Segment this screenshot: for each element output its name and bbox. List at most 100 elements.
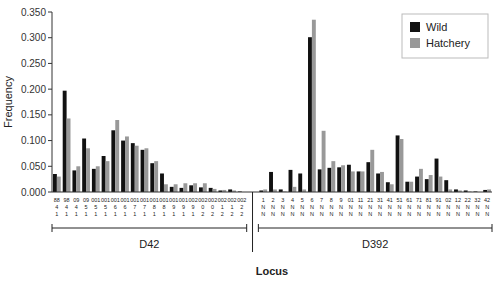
x-tick-label-row: 51 bbox=[396, 197, 402, 203]
x-tick-label: 7NN bbox=[320, 197, 324, 217]
bar bbox=[289, 170, 293, 192]
x-tick-label-row: 002 bbox=[218, 197, 227, 203]
bar bbox=[96, 166, 100, 192]
x-tick-label-row: 1 bbox=[104, 211, 107, 217]
x-tick-label: 81NN bbox=[426, 197, 432, 217]
x-tick-label-row: 002 bbox=[227, 197, 236, 203]
y-tick bbox=[48, 166, 52, 167]
x-tick-label-row: 2 bbox=[231, 211, 234, 217]
x-tick-label-row: 8 bbox=[330, 197, 333, 203]
x-tick-label-row: 1 bbox=[75, 211, 78, 217]
x-tick-label-row: 001 bbox=[150, 197, 159, 203]
x-tick-label-row: 2 bbox=[201, 211, 204, 217]
x-tick-label-row: N bbox=[261, 211, 265, 217]
x-tick-label-row: 1 bbox=[114, 211, 117, 217]
y-axis-label: Frequency bbox=[2, 76, 14, 128]
group-label: D42 bbox=[139, 238, 159, 250]
x-tick-label: 8NN bbox=[329, 197, 333, 217]
x-axis bbox=[52, 192, 492, 193]
bar bbox=[125, 136, 129, 192]
x-tick-label-row: 2 bbox=[211, 211, 214, 217]
bar bbox=[209, 188, 213, 192]
x-tick-label-row: 001 bbox=[179, 197, 188, 203]
x-tick-label: 00291 bbox=[189, 197, 198, 217]
x-tick-label-row: N bbox=[339, 211, 343, 217]
bar bbox=[361, 171, 365, 192]
bar bbox=[160, 173, 164, 192]
bar bbox=[341, 165, 345, 192]
x-tick-label-row: 42 bbox=[484, 197, 490, 203]
x-tick-label: 5NN bbox=[300, 197, 304, 217]
x-tick-label-row: N bbox=[368, 211, 372, 217]
bar bbox=[347, 165, 351, 192]
x-tick-label: 12NN bbox=[455, 197, 461, 217]
bar bbox=[144, 148, 148, 192]
x-tick-label: 11NN bbox=[358, 197, 364, 217]
x-tick-label-row: N bbox=[271, 211, 275, 217]
x-tick-label-row: 31 bbox=[377, 197, 383, 203]
x-tick-label-row: 7 bbox=[320, 197, 323, 203]
x-tick-label-row: N bbox=[349, 204, 353, 210]
x-tick-label-row: N bbox=[300, 211, 304, 217]
bar bbox=[92, 169, 96, 192]
bar bbox=[183, 183, 187, 192]
x-tick-label-row: N bbox=[485, 204, 489, 210]
x-tick-label: 22NN bbox=[465, 197, 471, 217]
bar bbox=[57, 177, 61, 192]
x-tick-label-row: 002 bbox=[237, 197, 246, 203]
x-tick-label-row: 22 bbox=[465, 197, 471, 203]
x-tick-label-row: 91 bbox=[435, 197, 441, 203]
x-tick-label-row: N bbox=[388, 204, 392, 210]
bar bbox=[425, 179, 429, 192]
x-tick-label-row: 001 bbox=[91, 197, 100, 203]
bar bbox=[337, 167, 341, 192]
x-tick-label: 0941 bbox=[73, 197, 79, 217]
bar bbox=[312, 20, 316, 192]
bar bbox=[269, 172, 273, 192]
x-tick-label-row: 5 bbox=[85, 204, 88, 210]
y-tick-label: 0.250 bbox=[21, 58, 46, 69]
x-tick-label-row: 1 bbox=[143, 211, 146, 217]
x-tick-label-row: 002 bbox=[198, 197, 207, 203]
x-tick-label-row: 4 bbox=[291, 197, 294, 203]
x-tick-label-row: N bbox=[407, 204, 411, 210]
bar bbox=[400, 139, 404, 192]
x-tick-label-row: 1 bbox=[123, 211, 126, 217]
bar bbox=[405, 182, 409, 192]
y-tick bbox=[48, 114, 52, 115]
x-tick-label: 32NN bbox=[474, 197, 480, 217]
bar bbox=[150, 163, 154, 192]
bar bbox=[331, 161, 335, 192]
x-tick-label: 2NN bbox=[271, 197, 275, 217]
x-tick-label: 00171 bbox=[140, 197, 149, 217]
x-tick-label-row: N bbox=[349, 211, 353, 217]
x-tick-label-row: 0 bbox=[201, 204, 204, 210]
group-bracket-end bbox=[258, 224, 259, 232]
x-tick-label-row: N bbox=[485, 211, 489, 217]
x-tick-label-row: N bbox=[456, 211, 460, 217]
y-tick-label: 0.150 bbox=[21, 109, 46, 120]
x-tick-label-row: 41 bbox=[387, 197, 393, 203]
bar bbox=[322, 131, 326, 192]
x-tick-label-row: 5 bbox=[301, 197, 304, 203]
x-tick-label: 00181 bbox=[150, 197, 159, 217]
bar bbox=[380, 172, 384, 192]
x-tick-label-row: 002 bbox=[189, 197, 198, 203]
bar bbox=[327, 168, 331, 192]
x-tick-label: 31NN bbox=[377, 197, 383, 217]
x-tick-label-row: N bbox=[378, 204, 382, 210]
bar bbox=[189, 185, 193, 192]
x-tick-label-row: N bbox=[310, 204, 314, 210]
x-tick-label: 91NN bbox=[435, 197, 441, 217]
bar bbox=[419, 169, 423, 192]
x-tick-label-row: 4 bbox=[65, 204, 68, 210]
y-tick-label: 0.000 bbox=[21, 187, 46, 198]
x-tick-label-row: N bbox=[320, 211, 324, 217]
bar bbox=[366, 162, 370, 192]
x-tick-label-row: 001 bbox=[101, 197, 110, 203]
x-tick-label-row: 0 bbox=[211, 204, 214, 210]
x-tick-label-row: 71 bbox=[416, 197, 422, 203]
x-tick-label-row: 1 bbox=[192, 211, 195, 217]
x-tick-label-row: 4 bbox=[55, 204, 58, 210]
x-tick-label-row: 5 bbox=[104, 204, 107, 210]
